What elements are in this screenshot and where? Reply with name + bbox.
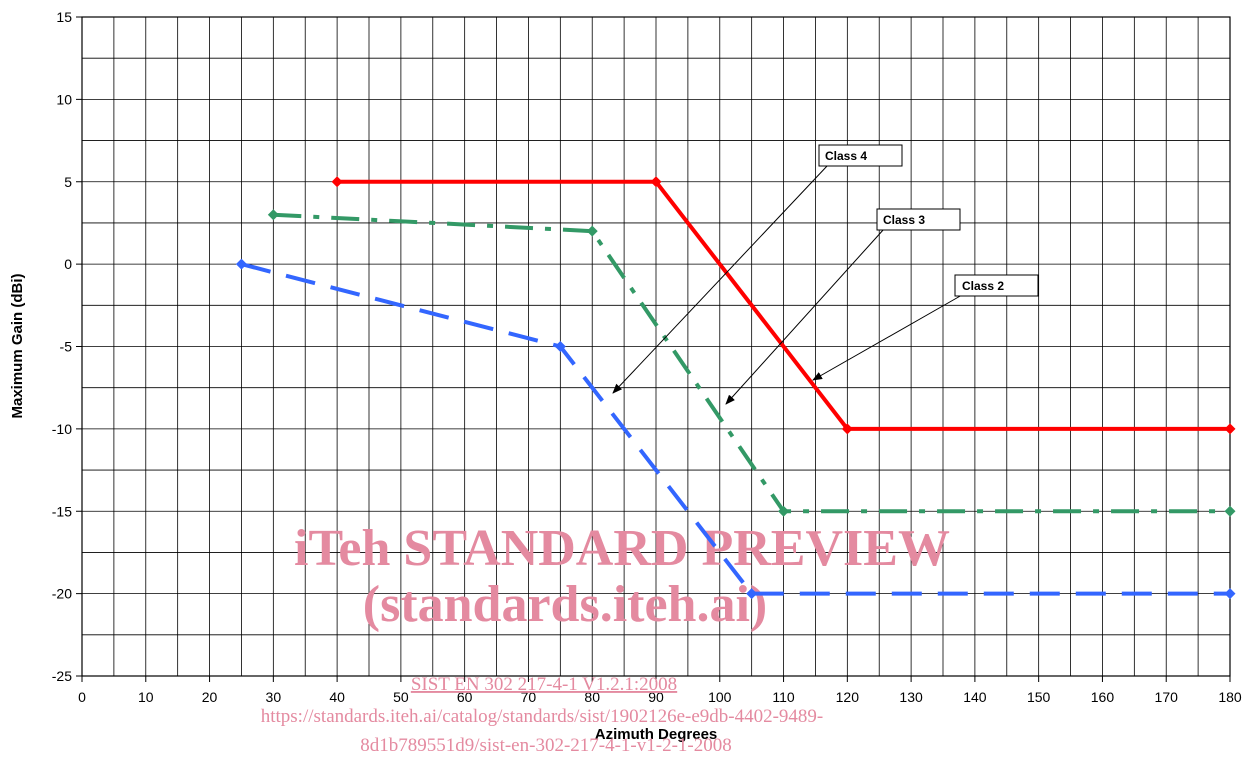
x-tick-label: 70 [521, 689, 537, 705]
callouts: Class 4 Class 3 Class 2 [612, 144, 1039, 405]
data-point-class-3 [778, 505, 790, 517]
watermark-url-line-2[interactable]: 8d1b789551d9/sist-en-302-217-4-1-v1-2-1-… [360, 735, 732, 756]
callout-label: Class 2 [962, 279, 1004, 293]
callout-class-2: Class 2 [812, 274, 1039, 381]
x-axis-ticks: 0 10 20 30 40 50 60 70 80 90 100 110 120 130 140 150 160… [78, 676, 1242, 705]
series-class-4 [235, 258, 1236, 600]
x-tick-label: 30 [266, 689, 282, 705]
x-tick-label: 60 [457, 689, 473, 705]
x-tick-label: 40 [329, 689, 345, 705]
series-line-class-4 [240, 262, 1230, 596]
x-tick-label: 20 [202, 689, 218, 705]
data-point-class-3 [267, 209, 279, 221]
y-tick-label: -5 [60, 339, 73, 355]
data-point-class-2 [1224, 423, 1236, 435]
x-tick-label: 10 [138, 689, 154, 705]
x-tick-label: 80 [584, 689, 600, 705]
watermark-title: iTeh STANDARD PREVIEW [294, 520, 950, 577]
y-axis-title: Maximum Gain (dBi) [9, 273, 26, 418]
x-tick-label: 170 [1155, 689, 1179, 705]
watermark-subtitle: (standards.iteh.ai) [363, 576, 767, 633]
data-point-class-4 [235, 258, 247, 270]
x-tick-label: 100 [708, 689, 732, 705]
y-tick-label: 15 [56, 9, 72, 25]
x-tick-label: 160 [1091, 689, 1115, 705]
data-point-class-3 [1224, 505, 1236, 517]
callout-box [954, 274, 1039, 297]
x-axis-title: Azimuth Degrees [595, 726, 718, 743]
callout-label: Class 3 [883, 213, 925, 227]
data-point-class-4 [554, 341, 566, 352]
x-tick-label: 150 [1027, 689, 1051, 705]
y-tick-label: 0 [64, 256, 72, 272]
x-tick-label: 50 [393, 689, 409, 705]
data-point-class-2 [331, 176, 343, 188]
callout-box [818, 144, 903, 167]
series-class-3 [267, 209, 1236, 517]
x-tick-label: 180 [1218, 689, 1242, 705]
data-point-class-2 [841, 423, 853, 435]
data-point-class-4 [746, 588, 758, 600]
series-line-class-2 [337, 179, 1230, 431]
y-tick-label: -20 [52, 586, 72, 602]
callout-label: Class 4 [825, 149, 867, 163]
watermark-url-line-1[interactable]: https://standards.iteh.ai/catalog/standa… [261, 706, 824, 727]
x-tick-label: 110 [772, 689, 795, 705]
series-line-class-3 [273, 212, 1230, 514]
y-tick-label: -10 [52, 421, 72, 437]
data-point-class-4 [1224, 588, 1236, 600]
watermark: iTeh STANDARD PREVIEW (standards.iteh.ai… [261, 520, 950, 756]
y-axis-ticks: 15 10 5 0 -5 -10 -15 -20 -25 [52, 9, 82, 684]
x-tick-label: 120 [836, 689, 860, 705]
x-tick-label: 140 [963, 689, 987, 705]
callout-arrow [612, 164, 829, 394]
data-point-class-2 [650, 176, 662, 188]
y-tick-label: 5 [64, 174, 72, 190]
x-tick-label: 90 [648, 689, 664, 705]
y-tick-label: -15 [52, 503, 72, 519]
callout-arrow [725, 228, 885, 405]
series-layer [235, 176, 1236, 600]
x-tick-label: 0 [78, 689, 86, 705]
x-tick-label: 130 [899, 689, 923, 705]
watermark-document-link[interactable]: SIST EN 302 217-4-1 V1.2.1:2008 [411, 674, 677, 695]
data-point-class-3 [586, 225, 598, 237]
series-class-2 [331, 176, 1236, 435]
callout-class-3: Class 3 [725, 208, 961, 405]
y-tick-label: 10 [56, 91, 72, 107]
callout-box [876, 208, 961, 231]
callout-arrow [812, 294, 963, 381]
callout-class-4: Class 4 [612, 144, 903, 394]
y-tick-label: -25 [52, 668, 72, 684]
